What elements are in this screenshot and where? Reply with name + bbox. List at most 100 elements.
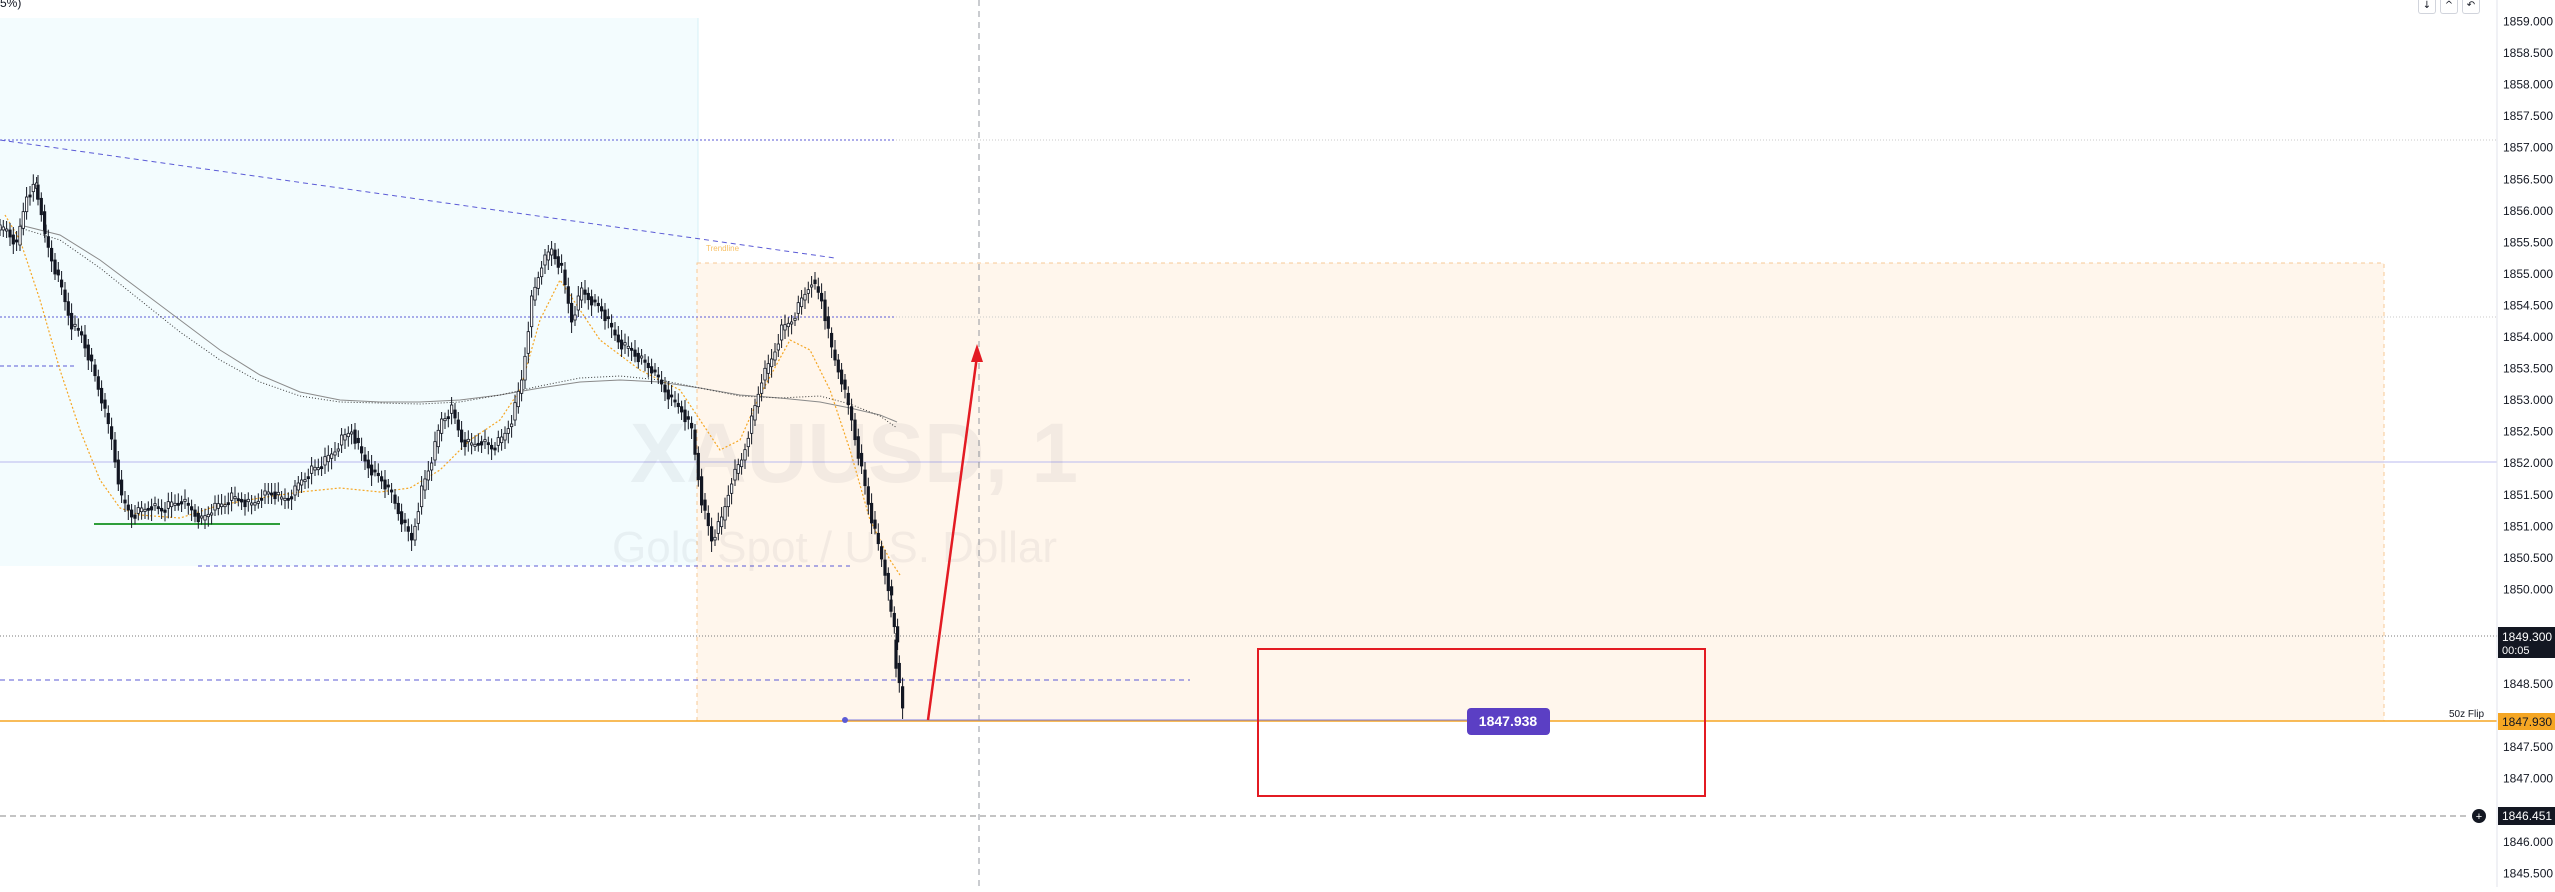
candle-body[interactable] [610, 322, 614, 328]
candle-body[interactable] [419, 485, 424, 508]
candle-body[interactable] [816, 286, 820, 293]
candle-body[interactable] [266, 491, 270, 495]
candle-body[interactable] [316, 467, 320, 471]
candle-body[interactable] [526, 331, 530, 354]
candle-body[interactable] [673, 399, 677, 403]
candle-body[interactable] [429, 462, 434, 471]
candle-body[interactable] [253, 502, 257, 506]
candle-body[interactable] [359, 446, 364, 454]
candle-body[interactable] [263, 490, 267, 496]
candle-body[interactable] [473, 443, 477, 447]
candle-body[interactable] [596, 302, 600, 307]
alert-price-badge[interactable]: + 1846.451 [2472, 807, 2555, 825]
candle-body[interactable] [56, 269, 60, 276]
candle-body[interactable] [776, 343, 780, 351]
candle-body[interactable] [383, 479, 387, 490]
candle-body[interactable] [886, 572, 890, 592]
candle-body[interactable] [750, 415, 754, 434]
candle-body[interactable] [803, 293, 807, 301]
candle-body[interactable] [866, 486, 870, 505]
candle-body[interactable] [873, 519, 877, 529]
candle-body[interactable] [346, 432, 350, 438]
chevron-up-icon[interactable]: ^ [2440, 0, 2458, 14]
candle-body[interactable] [820, 292, 824, 302]
candle-body[interactable] [239, 498, 244, 503]
candle-body[interactable] [603, 309, 607, 322]
candle-body[interactable] [870, 502, 874, 524]
candle-body[interactable] [203, 515, 207, 521]
candle-body[interactable] [399, 511, 404, 525]
candle-body[interactable] [5, 228, 9, 232]
candle-body[interactable] [193, 509, 197, 517]
candle-body[interactable] [60, 279, 64, 288]
candle-body[interactable] [100, 387, 104, 404]
candle-body[interactable] [523, 355, 527, 381]
candle-body[interactable] [766, 363, 770, 374]
price-tag[interactable]: 1847.938 [1467, 708, 1550, 735]
candle-body[interactable] [670, 394, 674, 398]
candle-body[interactable] [46, 236, 50, 248]
candle-body[interactable] [630, 347, 634, 351]
candle-body[interactable] [389, 489, 394, 493]
candle-body[interactable] [259, 497, 264, 501]
candle-body[interactable] [566, 286, 570, 304]
candle-body[interactable] [293, 485, 297, 496]
candle-body[interactable] [683, 409, 687, 423]
candle-body[interactable] [80, 331, 84, 336]
candle-body[interactable] [163, 509, 167, 513]
candle-body[interactable] [586, 292, 590, 301]
candle-body[interactable] [306, 476, 310, 480]
candle-body[interactable] [323, 456, 327, 466]
candle-body[interactable] [106, 412, 110, 425]
candle-body[interactable] [894, 639, 898, 669]
candle-body[interactable] [850, 406, 854, 421]
candle-body[interactable] [66, 301, 70, 316]
candle-body[interactable] [50, 247, 54, 262]
candle-body[interactable] [897, 662, 901, 684]
candle-body[interactable] [133, 514, 137, 519]
candle-body[interactable] [553, 249, 557, 260]
candle-body[interactable] [783, 324, 787, 331]
candle-body[interactable] [710, 526, 714, 542]
candle-body[interactable] [313, 466, 317, 471]
candle-body[interactable] [236, 498, 240, 502]
candle-body[interactable] [901, 686, 905, 709]
candle-body[interactable] [299, 479, 304, 486]
candle-body[interactable] [616, 334, 620, 343]
candle-body[interactable] [166, 501, 170, 509]
candle-body[interactable] [860, 452, 864, 467]
candle-body[interactable] [1, 226, 5, 231]
candle-body[interactable] [439, 418, 444, 434]
candle-body[interactable] [836, 359, 840, 373]
candle-body[interactable] [520, 379, 524, 394]
candle-body[interactable] [736, 464, 740, 474]
candle-body[interactable] [76, 327, 80, 331]
candle-body[interactable] [856, 436, 860, 459]
candle-body[interactable] [183, 498, 187, 502]
candle-body[interactable] [233, 496, 237, 500]
candle-body[interactable] [613, 329, 617, 336]
orange-range-zone[interactable] [696, 262, 2385, 722]
candle-body[interactable] [570, 302, 574, 323]
candle-body[interactable] [486, 442, 490, 446]
candle-body[interactable] [536, 277, 540, 289]
candle-body[interactable] [770, 358, 774, 368]
candle-body[interactable] [463, 439, 467, 448]
candle-body[interactable] [276, 491, 280, 496]
candle-body[interactable] [793, 317, 797, 321]
candle-body[interactable] [146, 507, 150, 511]
candle-body[interactable] [456, 419, 460, 431]
candle-body[interactable] [369, 464, 374, 476]
candle-body[interactable] [890, 586, 894, 596]
target-zone-box[interactable] [1257, 648, 1706, 797]
candle-body[interactable] [206, 513, 210, 518]
candle-body[interactable] [703, 499, 707, 511]
candle-body[interactable] [366, 459, 370, 469]
candle-body[interactable] [726, 494, 730, 508]
candle-body[interactable] [393, 494, 397, 504]
candle-body[interactable] [356, 437, 360, 444]
candle-body[interactable] [256, 500, 260, 504]
candle-body[interactable] [620, 339, 624, 350]
candle-body[interactable] [830, 332, 834, 348]
candle-body[interactable] [28, 194, 32, 198]
